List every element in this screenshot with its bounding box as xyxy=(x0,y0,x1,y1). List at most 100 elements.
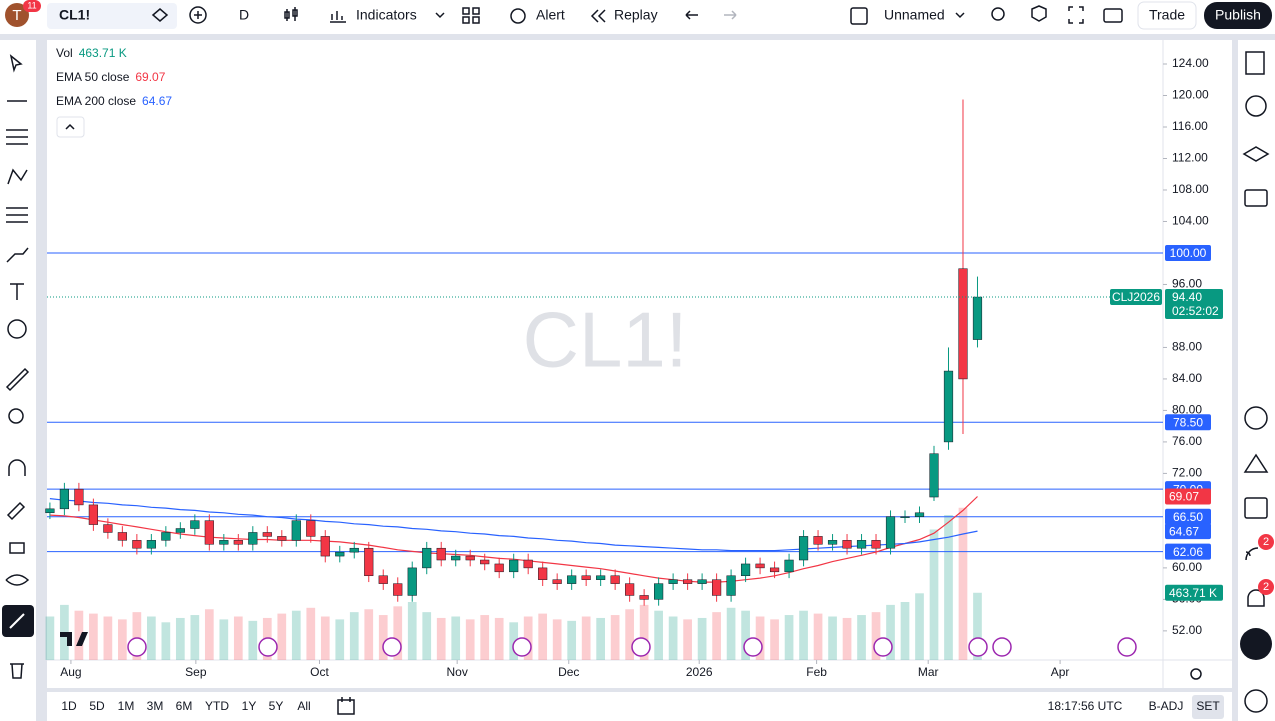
candle-body xyxy=(320,536,330,557)
forecast-tool[interactable] xyxy=(6,207,28,223)
y-tick-label: 60.00 xyxy=(1172,560,1202,574)
technicals[interactable] xyxy=(1244,406,1268,430)
price-line-label: 66.50 xyxy=(1173,510,1203,524)
y-tick-label: 84.00 xyxy=(1172,371,1202,385)
range-button[interactable]: YTD xyxy=(205,699,229,713)
range-button[interactable]: 3M xyxy=(147,699,164,713)
fib-tool[interactable] xyxy=(6,129,28,145)
event-marker[interactable] xyxy=(873,637,893,657)
event-marker[interactable] xyxy=(512,637,532,657)
event-marker[interactable] xyxy=(127,637,147,657)
checkbox[interactable] xyxy=(850,7,868,25)
object-tree[interactable] xyxy=(1242,146,1270,162)
ruler-tool[interactable] xyxy=(5,367,30,392)
snapshot[interactable] xyxy=(1103,8,1123,23)
fullscreen[interactable] xyxy=(1068,6,1084,24)
lock-tool[interactable] xyxy=(9,542,25,554)
notifications[interactable] xyxy=(1247,589,1265,607)
candle-body xyxy=(769,567,780,573)
event-marker[interactable] xyxy=(1117,637,1137,657)
range-button[interactable]: All xyxy=(297,699,310,713)
apps-button[interactable] xyxy=(1240,628,1272,660)
layouts[interactable] xyxy=(462,7,480,24)
candle-body xyxy=(654,583,664,600)
alert[interactable]: Alert xyxy=(536,7,565,23)
quick-search[interactable] xyxy=(991,7,1005,21)
range-button[interactable]: 1M xyxy=(118,699,135,713)
icon xyxy=(9,613,25,629)
replay[interactable]: Replay xyxy=(614,7,658,23)
interval[interactable]: D xyxy=(239,7,249,23)
event-marker[interactable] xyxy=(258,637,278,657)
settings[interactable] xyxy=(1031,5,1047,22)
undo[interactable] xyxy=(685,10,698,20)
candle-body xyxy=(712,579,722,596)
range-button[interactable]: 6M xyxy=(176,699,193,713)
candle-body xyxy=(291,520,301,541)
candle-body xyxy=(248,532,258,545)
ideas[interactable] xyxy=(1243,453,1269,473)
news[interactable] xyxy=(1245,547,1259,561)
y-tick-label: 76.00 xyxy=(1172,434,1202,448)
event-marker[interactable] xyxy=(382,637,402,657)
event-marker[interactable] xyxy=(743,637,763,657)
visibility-tool[interactable] xyxy=(5,574,30,586)
symbol: CL1! xyxy=(59,7,90,23)
candle-body xyxy=(204,520,214,545)
text-tool[interactable] xyxy=(10,283,24,300)
indicators[interactable]: Indicators xyxy=(356,7,417,23)
zoom-tool[interactable] xyxy=(8,408,24,424)
candle-body xyxy=(697,579,707,584)
layout-name[interactable]: Unnamed xyxy=(884,7,945,23)
chats[interactable] xyxy=(1244,189,1268,207)
avatar[interactable] xyxy=(5,3,29,27)
watchlist[interactable] xyxy=(1245,51,1265,75)
delete-tool[interactable] xyxy=(10,663,24,679)
trade-button[interactable] xyxy=(1137,1,1197,30)
range-button[interactable]: 1D xyxy=(61,699,77,713)
range-button[interactable]: 5Y xyxy=(269,699,284,713)
right-toolbar xyxy=(1238,40,1275,721)
axis-value-box xyxy=(1165,523,1211,540)
event-marker[interactable] xyxy=(631,637,651,657)
volume-bar xyxy=(494,617,504,660)
collapse-legend[interactable] xyxy=(56,116,85,138)
chart-type[interactable] xyxy=(284,7,298,21)
volume-bar xyxy=(596,617,605,660)
chart: 124.00 120.00 116.00 112.00 108.00 104.00 96.0… xyxy=(45,46,1223,679)
volume-bar xyxy=(857,615,866,660)
help[interactable] xyxy=(1244,689,1268,713)
goto-date[interactable] xyxy=(337,697,355,715)
volume-bar xyxy=(175,617,185,660)
edit-tool[interactable] xyxy=(6,501,26,521)
axis-settings[interactable] xyxy=(1190,668,1202,680)
volume-bar xyxy=(581,616,591,660)
symbol-search[interactable] xyxy=(47,3,177,29)
alerts[interactable] xyxy=(1245,95,1267,117)
range-button[interactable]: 1Y xyxy=(242,699,257,713)
volume-bar xyxy=(480,615,490,660)
event-marker[interactable] xyxy=(968,637,988,657)
brush-tool[interactable] xyxy=(6,247,29,263)
candle-body xyxy=(567,575,577,584)
top-bar xyxy=(0,0,1275,34)
pattern-tool[interactable] xyxy=(7,168,28,185)
candle-body xyxy=(349,547,359,553)
candle-body xyxy=(740,563,751,577)
range-button[interactable]: 5D xyxy=(89,699,105,713)
y-tick-label: 116.00 xyxy=(1172,119,1208,133)
volume-bar xyxy=(306,607,316,660)
session-button[interactable] xyxy=(1192,695,1224,719)
adjust[interactable]: B-ADJ xyxy=(1149,699,1184,713)
redo[interactable] xyxy=(724,10,737,20)
cursor-tool[interactable] xyxy=(9,54,23,73)
add-symbol[interactable] xyxy=(189,6,207,24)
candle-body xyxy=(378,575,388,584)
calendar[interactable] xyxy=(1244,497,1268,519)
magnet-tool[interactable] xyxy=(8,459,26,476)
event-marker[interactable] xyxy=(992,637,1012,657)
volume-bar xyxy=(958,507,968,660)
emoji-tool[interactable] xyxy=(7,319,27,339)
publish-button[interactable] xyxy=(1204,2,1272,29)
legend-name: EMA 50 close xyxy=(56,70,130,84)
